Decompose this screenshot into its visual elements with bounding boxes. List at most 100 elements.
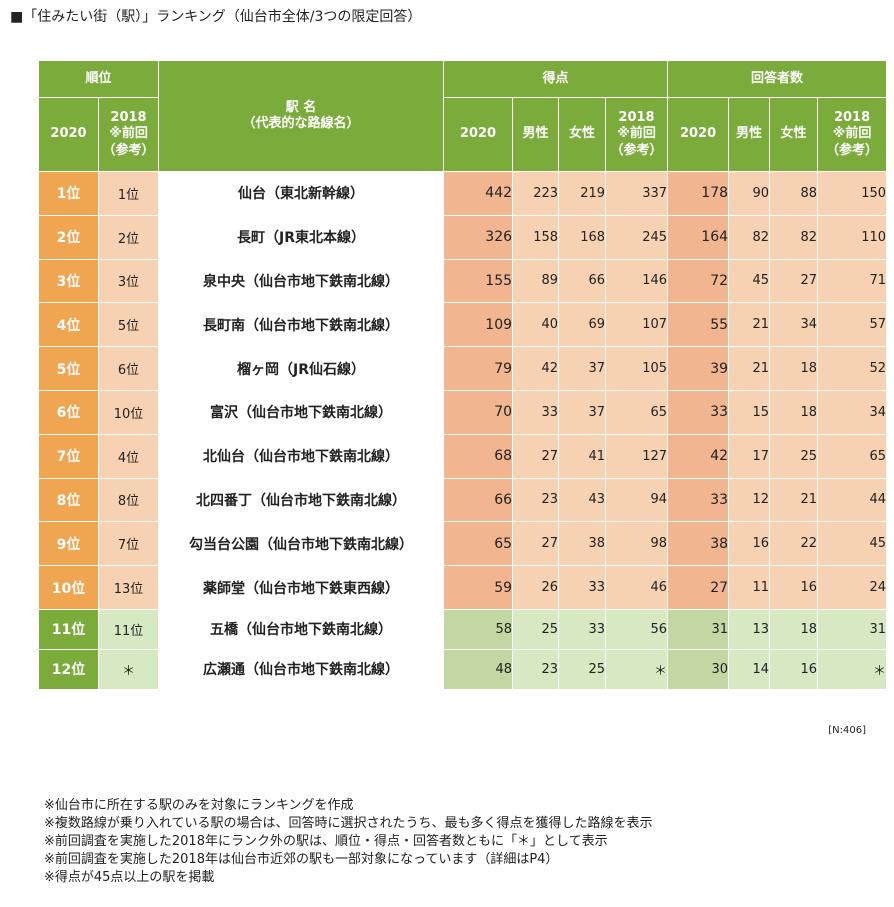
score-prev-cell: 105 <box>605 346 669 391</box>
score-female-cell: 69 <box>558 302 607 348</box>
resp-female-cell: 21 <box>769 477 819 523</box>
resp-2020-cell: 42 <box>667 433 730 479</box>
rank-cell: 5位 <box>38 346 99 391</box>
score-female-cell: 168 <box>558 214 607 260</box>
score-2020-cell: 65 <box>443 521 514 567</box>
resp-male-cell: 16 <box>728 521 771 567</box>
score-female-cell: 33 <box>558 608 607 650</box>
sample-size: [N:406] <box>828 725 866 736</box>
resp-2020-cell: 38 <box>667 521 730 567</box>
station-cell: 広瀬通（仙台市地下鉄南北線） <box>158 648 445 690</box>
resp-male-cell: 12 <box>728 477 771 523</box>
resp-male-cell: 11 <box>728 565 771 610</box>
score-prev-cell: 337 <box>605 171 669 216</box>
rank-2020-header: 2020 <box>38 97 99 172</box>
score-male-cell: 40 <box>512 302 560 348</box>
resp-female-cell: 18 <box>769 389 819 435</box>
rank-prev-header: 2018 ※前回 （参考） <box>97 97 160 172</box>
station-cell: 長町南（仙台市地下鉄南北線） <box>158 302 445 348</box>
resp-male-cell: 45 <box>728 258 771 304</box>
score-prev-cell: 94 <box>605 477 669 523</box>
footnote: ※得点が45点以上の駅を掲載 <box>44 870 215 885</box>
score-prev-cell: 245 <box>605 214 669 260</box>
resp-prev-cell: 57 <box>817 302 888 348</box>
footnote: ※仙台市に所在する駅のみを対象にランキングを作成 <box>44 798 354 813</box>
resp-male-cell: 82 <box>728 214 771 260</box>
score-2020-cell: 66 <box>443 477 514 523</box>
station-cell: 長町（JR東北本線） <box>158 214 445 260</box>
resp-prev-cell: 110 <box>817 214 888 260</box>
station-cell: 薬師堂（仙台市地下鉄東西線） <box>158 565 445 610</box>
score-2020-cell: 442 <box>443 171 514 216</box>
score-female-cell: 37 <box>558 346 607 391</box>
resp-2020-cell: 178 <box>667 171 730 216</box>
score-male-cell: 23 <box>512 648 560 690</box>
rank-cell: 10位 <box>38 565 99 610</box>
score-male-cell: 23 <box>512 477 560 523</box>
prev-year-label: 2018 <box>618 110 655 126</box>
score-2020-cell: 326 <box>443 214 514 260</box>
resp-female-cell: 25 <box>769 433 819 479</box>
resp-female-cell: 34 <box>769 302 819 348</box>
score-prev-cell: 98 <box>605 521 669 567</box>
resp-female-cell: 16 <box>769 648 819 690</box>
rank-cell: 4位 <box>38 302 99 348</box>
resp-2020-cell: 33 <box>667 389 730 435</box>
score-male-cell: 27 <box>512 521 560 567</box>
score-group-header: 得点 <box>443 60 669 98</box>
reference-label: （参考） <box>610 142 663 158</box>
score-male-cell: 25 <box>512 608 560 650</box>
resp-male-cell: 17 <box>728 433 771 479</box>
score-male-header: 男性 <box>512 97 560 172</box>
score-2020-cell: 155 <box>443 258 514 304</box>
prev-rank-cell: 8位 <box>97 477 160 523</box>
resp-prev-cell: 31 <box>817 608 888 650</box>
station-cell: 榴ヶ岡（JR仙石線） <box>158 346 445 391</box>
resp-male-cell: 21 <box>728 302 771 348</box>
score-prev-cell: 65 <box>605 389 669 435</box>
resp-male-cell: 21 <box>728 346 771 391</box>
prev-rank-cell: 3位 <box>97 258 160 304</box>
resp-2020-cell: 72 <box>667 258 730 304</box>
resp-prev-cell: 65 <box>817 433 888 479</box>
resp-prev-cell: 24 <box>817 565 888 610</box>
resp-female-cell: 27 <box>769 258 819 304</box>
score-female-cell: 43 <box>558 477 607 523</box>
resp-2020-cell: 33 <box>667 477 730 523</box>
rank-cell: 11位 <box>38 608 99 650</box>
score-2020-cell: 79 <box>443 346 514 391</box>
resp-female-cell: 88 <box>769 171 819 216</box>
prev-label: ※前回 <box>832 126 872 142</box>
prev-rank-cell: 2位 <box>97 214 160 260</box>
resp-2020-cell: 30 <box>667 648 730 690</box>
prev-label: ※前回 <box>109 126 148 142</box>
footnotes: ※仙台市に所在する駅のみを対象にランキングを作成 ※複数路線が乗り入れている駅の… <box>44 797 653 887</box>
resp-prev-cell: 52 <box>817 346 888 391</box>
resp-prev-cell: ＊ <box>817 648 888 690</box>
score-male-cell: 42 <box>512 346 560 391</box>
resp-2020-cell: 39 <box>667 346 730 391</box>
table-row: 4位 5位 長町南（仙台市地下鉄南北線） 109 40 69 107 55 21 34 57 <box>38 302 888 348</box>
footnote: ※複数路線が乗り入れている駅の場合は、回答時に選択されたうち、最も多く得点を獲得… <box>44 816 653 831</box>
station-cell: 勾当台公園（仙台市地下鉄南北線） <box>158 521 445 567</box>
rank-cell: 6位 <box>38 389 99 435</box>
table-row: 6位 10位 富沢（仙台市地下鉄南北線） 70 33 37 65 33 15 18 34 <box>38 389 888 435</box>
prev-label: ※前回 <box>617 126 656 142</box>
score-2020-cell: 59 <box>443 565 514 610</box>
resp-prev-cell: 34 <box>817 389 888 435</box>
score-male-cell: 26 <box>512 565 560 610</box>
score-male-cell: 223 <box>512 171 560 216</box>
table-row: 2位 2位 長町（JR東北本線） 326 158 168 245 164 82 82 110 <box>38 214 888 260</box>
rank-cell: 9位 <box>38 521 99 567</box>
station-cell: 泉中央（仙台市地下鉄南北線） <box>158 258 445 304</box>
score-2020-cell: 109 <box>443 302 514 348</box>
score-2020-header: 2020 <box>443 97 514 172</box>
rank-cell: 1位 <box>38 171 99 216</box>
prev-rank-cell: ＊ <box>97 648 160 690</box>
prev-rank-cell: 4位 <box>97 433 160 479</box>
resp-2020-cell: 31 <box>667 608 730 650</box>
rank-cell: 12位 <box>38 648 99 690</box>
resp-male-cell: 90 <box>728 171 771 216</box>
resp-male-header: 男性 <box>728 97 771 172</box>
rank-cell: 7位 <box>38 433 99 479</box>
